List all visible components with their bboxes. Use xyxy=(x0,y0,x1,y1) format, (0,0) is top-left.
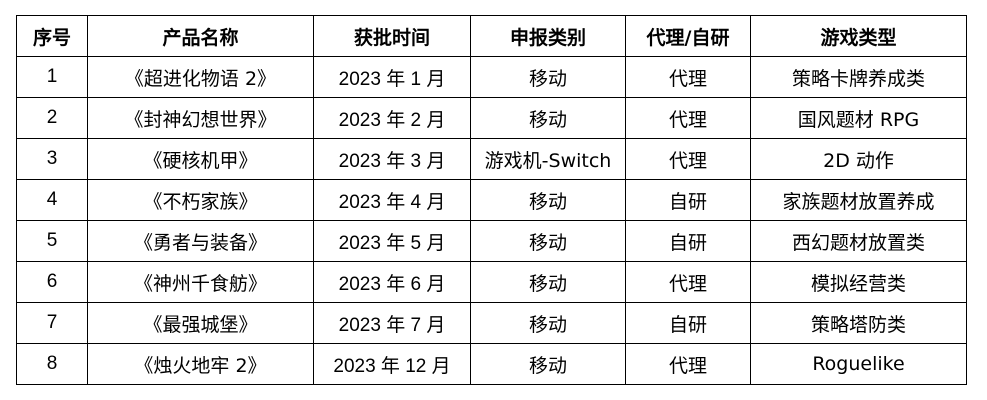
table-row: 6 《神州千食舫》 2023 年 6 月移动 代理 模拟经营类 xyxy=(16,261,967,303)
cell-approval-date: 2023 年 5 月 xyxy=(313,220,471,262)
table-row: 7 《最强城堡》 2023 年 7 月移动 自研 策略塔防类 xyxy=(16,302,967,344)
cell-product-name: 《最强城堡》 xyxy=(87,302,314,344)
cell-agency-or-self: 代理 xyxy=(625,97,751,139)
cell-game-type: 家族题材放置养成 xyxy=(750,179,967,221)
cell-game-type: 国风题材 RPG xyxy=(750,97,967,139)
cell-product-name: 《不朽家族》 xyxy=(87,179,314,221)
cell-game-type: 西幻题材放置类 xyxy=(750,220,967,262)
cell-product-name: 《烛火地牢 2》 xyxy=(87,343,314,385)
cell-agency-or-self: 代理 xyxy=(625,138,751,180)
table-row: 3 《硬核机甲》 2023 年 3 月游戏机-Switch 代理 2D 动作 xyxy=(16,138,967,180)
cell-category: 移动 xyxy=(470,220,626,262)
game-approval-table: 序号 产品名称 获批时间 申报类别 代理/自研 游戏类型 1 《超进化物语 2》 2… xyxy=(16,15,967,385)
cell-agency-or-self: 代理 xyxy=(625,56,751,98)
cell-product-name: 《超进化物语 2》 xyxy=(87,56,314,98)
cell-category: 移动 xyxy=(470,179,626,221)
table-row: 1 《超进化物语 2》 2023 年 1 月移动 代理 策略卡牌养成类 xyxy=(16,56,967,98)
cell-index: 8 xyxy=(16,343,88,385)
cell-index: 1 xyxy=(16,56,88,98)
header-product-name: 产品名称 xyxy=(87,15,314,57)
cell-approval-date: 2023 年 1 月 xyxy=(313,56,471,98)
cell-index: 3 xyxy=(16,138,88,180)
cell-approval-date: 2023 年 6 月 xyxy=(313,261,471,303)
cell-product-name: 《神州千食舫》 xyxy=(87,261,314,303)
cell-index: 2 xyxy=(16,97,88,139)
cell-product-name: 《硬核机甲》 xyxy=(87,138,314,180)
cell-approval-date: 2023 年 12 月 xyxy=(313,343,471,385)
header-index: 序号 xyxy=(16,15,88,57)
cell-category: 移动 xyxy=(470,56,626,98)
cell-index: 7 xyxy=(16,302,88,344)
cell-index: 4 xyxy=(16,179,88,221)
cell-approval-date: 2023 年 3 月 xyxy=(313,138,471,180)
table-row: 2 《封神幻想世界》 2023 年 2 月移动 代理 国风题材 RPG xyxy=(16,97,967,139)
table-row: 5 《勇者与装备》 2023 年 5 月移动 自研 西幻题材放置类 xyxy=(16,220,967,262)
cell-agency-or-self: 自研 xyxy=(625,302,751,344)
cell-product-name: 《勇者与装备》 xyxy=(87,220,314,262)
header-category: 申报类别 xyxy=(470,15,626,57)
cell-category: 移动 xyxy=(470,302,626,344)
table-row: 4 《不朽家族》 2023 年 4 月移动 自研 家族题材放置养成 xyxy=(16,179,967,221)
cell-agency-or-self: 代理 xyxy=(625,261,751,303)
cell-agency-or-self: 自研 xyxy=(625,179,751,221)
cell-index: 6 xyxy=(16,261,88,303)
cell-game-type: 策略卡牌养成类 xyxy=(750,56,967,98)
cell-approval-date: 2023 年 7 月 xyxy=(313,302,471,344)
cell-product-name: 《封神幻想世界》 xyxy=(87,97,314,139)
table-row: 8 《烛火地牢 2》 2023 年 12 月移动 代理 Roguelike xyxy=(16,343,967,385)
cell-agency-or-self: 代理 xyxy=(625,343,751,385)
cell-agency-or-self: 自研 xyxy=(625,220,751,262)
cell-index: 5 xyxy=(16,220,88,262)
cell-approval-date: 2023 年 2 月 xyxy=(313,97,471,139)
cell-approval-date: 2023 年 4 月 xyxy=(313,179,471,221)
cell-game-type: 策略塔防类 xyxy=(750,302,967,344)
cell-category: 移动 xyxy=(470,343,626,385)
cell-game-type: 模拟经营类 xyxy=(750,261,967,303)
cell-game-type: 2D 动作 xyxy=(750,138,967,180)
header-approval-date: 获批时间 xyxy=(313,15,471,57)
cell-game-type: Roguelike xyxy=(750,343,967,385)
cell-category: 移动 xyxy=(470,97,626,139)
cell-category: 移动 xyxy=(470,261,626,303)
cell-category: 游戏机-Switch xyxy=(470,138,626,180)
header-row: 序号 产品名称 获批时间 申报类别 代理/自研 游戏类型 xyxy=(16,15,967,57)
header-agency-or-self: 代理/自研 xyxy=(625,15,751,57)
header-game-type: 游戏类型 xyxy=(750,15,967,57)
